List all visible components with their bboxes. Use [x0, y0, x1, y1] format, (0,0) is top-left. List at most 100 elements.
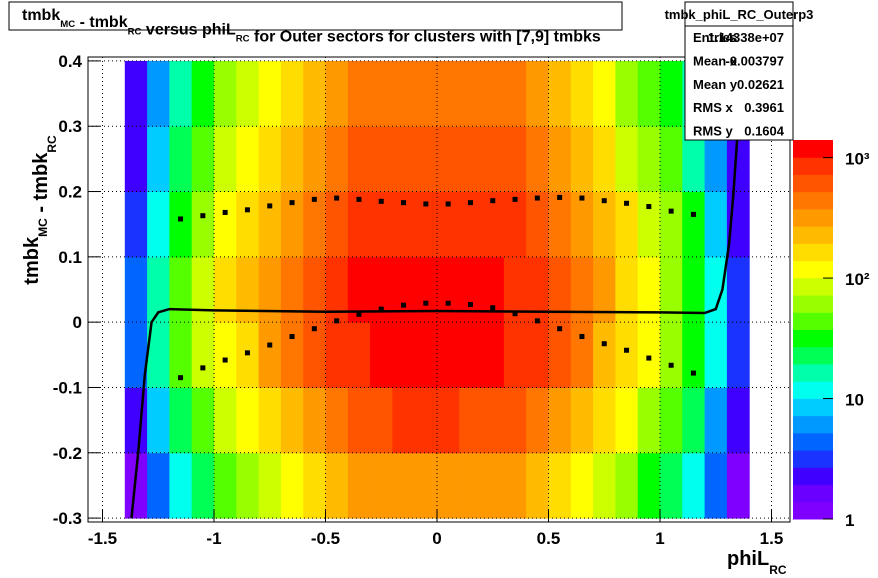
- colorbar-step: [793, 191, 833, 210]
- heat-cell: [236, 256, 260, 323]
- profile-point: [178, 216, 184, 222]
- heat-cell: [548, 256, 572, 323]
- profile-point: [624, 347, 630, 353]
- stats-name: Entries: [693, 30, 737, 45]
- heat-cell: [726, 452, 750, 519]
- heat-cell: [436, 256, 460, 323]
- heat-cell: [593, 452, 616, 519]
- heat-cell: [593, 126, 616, 193]
- stats-value: -0.003797: [725, 53, 784, 68]
- colorbar-step: [793, 415, 833, 434]
- heat-cell: [615, 452, 639, 519]
- heat-cell: [347, 387, 371, 454]
- stats-name: Mean y: [693, 77, 738, 92]
- profile-point: [534, 318, 540, 324]
- y-tick-label: -0.2: [53, 444, 82, 463]
- profile-point: [467, 200, 473, 206]
- heat-cell: [637, 60, 661, 127]
- colorbar-step: [793, 501, 833, 520]
- heat-cell: [169, 191, 193, 258]
- heat-cell: [280, 60, 304, 127]
- heat-cell: [726, 126, 750, 193]
- heat-cell: [325, 256, 349, 323]
- profile-point: [267, 342, 273, 348]
- heat-cell: [147, 256, 170, 323]
- heat-cell: [280, 322, 304, 388]
- heat-cell: [392, 256, 416, 323]
- heat-cell: [303, 126, 326, 193]
- profile-point: [289, 334, 295, 340]
- heat-cell: [370, 191, 393, 258]
- heat-cell: [303, 322, 326, 388]
- heat-cell: [191, 322, 215, 388]
- heat-cell: [726, 322, 750, 388]
- fit-line: [130, 60, 743, 519]
- heat-cell: [370, 452, 393, 519]
- heat-cell: [570, 126, 594, 193]
- heat-cell: [481, 322, 505, 388]
- heat-cell: [236, 452, 260, 519]
- heat-cell: [414, 322, 438, 388]
- colorbar-step: [793, 295, 833, 313]
- heat-cell: [303, 387, 326, 454]
- colorbar-step: [793, 484, 833, 503]
- heat-cell: [682, 452, 706, 519]
- heat-cell: [280, 387, 304, 454]
- heat-cell: [615, 126, 639, 193]
- profile-point: [690, 211, 696, 217]
- heat-cell: [615, 322, 639, 388]
- heat-cell: [682, 322, 706, 388]
- heat-cell: [459, 452, 483, 519]
- heat-cell: [347, 322, 371, 388]
- stats-name: Mean x: [693, 53, 738, 68]
- profile-point: [579, 334, 585, 340]
- heat-cell: [258, 322, 282, 388]
- y-axis-label-sub: MC: [36, 218, 50, 237]
- heat-cell: [481, 191, 505, 258]
- heat-cell: [548, 60, 572, 127]
- heat-cell: [593, 60, 616, 127]
- heat-cell: [459, 191, 483, 258]
- heat-cell: [548, 322, 572, 388]
- z-tick-label: 10³: [845, 150, 870, 169]
- heat-cell: [191, 452, 215, 519]
- heat-cell: [637, 387, 661, 454]
- stats-value: 0.02621: [737, 77, 784, 92]
- heat-cell: [704, 322, 728, 388]
- profile-point: [200, 365, 206, 371]
- stats-value: 0.3961: [744, 100, 784, 115]
- heat-cell: [704, 126, 728, 193]
- heat-cell: [659, 60, 683, 127]
- x-tick-label: -0.5: [311, 529, 340, 548]
- heat-cell: [303, 191, 326, 258]
- heat-cell: [213, 387, 237, 454]
- heat-cell: [526, 387, 549, 454]
- heat-cell: [570, 256, 594, 323]
- heat-cell: [436, 60, 460, 127]
- profile-point: [334, 318, 340, 324]
- profile-point: [378, 306, 384, 312]
- profile-point: [244, 207, 250, 213]
- heat-cell: [169, 387, 193, 454]
- heat-cell: [682, 126, 706, 193]
- chart-title-part: for Outer sectors for clusters with [7,9…: [250, 29, 601, 46]
- heat-cell: [191, 60, 215, 127]
- heat-cell: [169, 322, 193, 388]
- heat-cell: [503, 452, 527, 519]
- heat-cell: [258, 60, 282, 127]
- profile-point: [557, 326, 563, 332]
- heat-cell: [526, 322, 549, 388]
- heat-cell: [147, 126, 170, 193]
- heat-cell: [570, 322, 594, 388]
- heat-cell: [236, 60, 260, 127]
- heat-cell: [503, 387, 527, 454]
- y-axis-label-sub: RC: [45, 135, 59, 153]
- y-axis-label-part: tmbk: [21, 236, 43, 285]
- profile-point: [178, 375, 184, 381]
- colorbar-step: [793, 329, 833, 348]
- heat-cell: [570, 191, 594, 258]
- heat-cell: [325, 126, 349, 193]
- y-tick-label: 0.3: [58, 117, 82, 136]
- heat-cell: [325, 60, 349, 127]
- heat-cell: [392, 452, 416, 519]
